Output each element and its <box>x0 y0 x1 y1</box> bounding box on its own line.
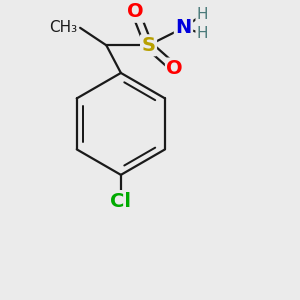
Text: N: N <box>176 18 192 37</box>
Text: CH₃: CH₃ <box>49 20 77 35</box>
Text: Cl: Cl <box>110 192 131 211</box>
Text: S: S <box>142 36 155 55</box>
Text: O: O <box>167 59 183 78</box>
Text: H: H <box>197 26 208 41</box>
Text: H: H <box>197 7 208 22</box>
Text: O: O <box>127 2 144 21</box>
